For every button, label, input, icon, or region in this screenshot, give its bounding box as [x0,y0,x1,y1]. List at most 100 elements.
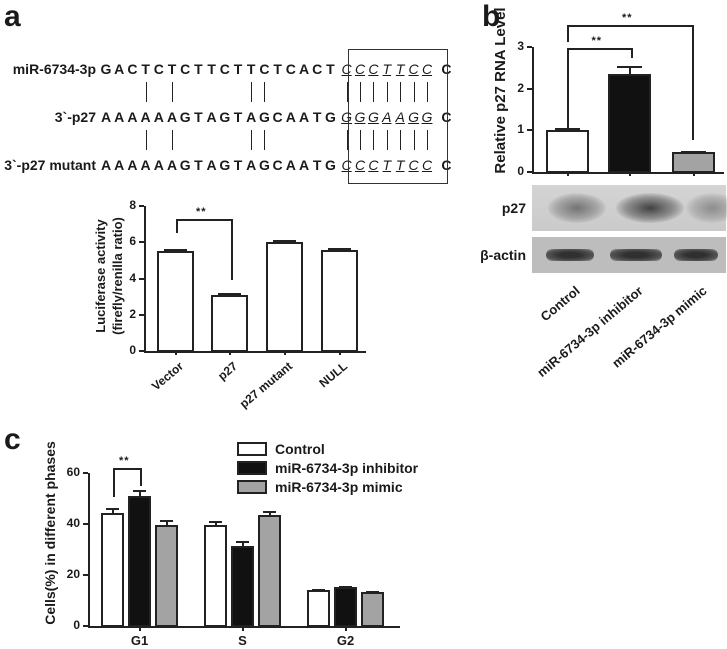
seed-nucleotide: C [341,157,352,173]
seed-nucleotide: G [354,109,366,125]
seed-nucleotide: T [382,61,392,77]
sig-bracket-top [176,219,232,221]
x-axis [532,172,724,174]
panel-c-label: c [4,423,21,456]
x-tick-label: S [238,633,247,648]
nucleotide: T [194,61,203,77]
y-axis-label: Luciferase activity (firefly/renilla rati… [92,206,126,346]
seed-pair-line [373,130,375,150]
nucleotide: A [246,109,257,125]
nucleotide-tail: C [441,61,452,77]
panel-b-label: b [482,0,501,33]
bar-p27 [211,294,248,352]
seed-pair-line [400,82,402,102]
nucleotide: A [298,109,310,125]
seed-pair-line [400,130,402,150]
nucleotide: G [258,109,270,125]
nucleotide: A [246,157,257,173]
seed-nucleotide: T [395,61,405,77]
sig-bracket-right [631,48,633,58]
sequence-row-label: 3`-p27 [54,109,96,125]
nucleotide: G [324,109,336,125]
seed-nucleotide: G [421,109,433,125]
sig-bracket-top [113,468,141,470]
panel-a-label: a [4,0,21,33]
band [674,249,718,261]
nucleotide: A [285,109,296,125]
bar-mir-6734-3p-mimic [672,152,715,173]
seed-pair-line [346,82,348,102]
legend-swatch [237,461,267,475]
y-tick [83,523,88,525]
nucleotide: T [312,109,322,125]
band [686,193,727,223]
nucleotide: T [273,61,282,77]
nucleotide: C [259,61,270,77]
bar-control [546,130,589,173]
y-tick-label: 2 [517,80,524,95]
nucleotide: A [166,157,178,173]
x-tick [175,351,177,355]
error-cap [262,511,277,514]
nucleotide: T [194,157,203,173]
sig-bracket-left [567,48,569,130]
nucleotide: A [127,109,138,125]
error-cap [365,590,380,593]
bar-p27-mutant [266,242,303,352]
legend-item: miR-6734-3p inhibitor [237,460,418,476]
nucleotide: G [219,157,231,173]
bar-s-mir-6734-3p-mimic [258,515,281,627]
sig-bracket-right [231,219,233,280]
seed-pair-line [413,82,415,102]
nucleotide: A [140,157,151,173]
seed-pair-line [427,130,428,150]
seed-nucleotide: T [395,157,405,173]
significance-marker: ** [591,35,603,47]
x-axis [144,351,366,353]
base-pair-line [145,130,147,150]
nucleotide: T [233,157,243,173]
x-axis [88,626,400,628]
nucleotide: A [114,109,125,125]
base-pair-line [251,130,253,150]
seed-nucleotide: G [408,109,420,125]
error-cap [159,519,174,522]
nucleotide: A [206,109,217,125]
sig-bracket-left [113,468,115,497]
bar-g2-control [307,590,330,627]
nucleotide: C [312,61,323,77]
seed-pair-line [386,82,388,102]
nucleotide: A [153,157,164,173]
nucleotide-tail: C [441,157,452,173]
nucleotide: A [100,157,112,173]
x-tick [138,626,141,631]
nucleotide: G [219,109,231,125]
error-bar [165,519,168,525]
y-tick [527,171,532,173]
band [610,249,662,261]
y-axis [532,47,534,172]
seed-pair-line [386,130,388,150]
y-tick [83,625,88,627]
y-tick [139,241,144,244]
error-bar [241,540,244,546]
sig-bracket-right [692,25,694,140]
seed-nucleotide: G [341,109,353,125]
y-tick [139,205,144,207]
seed-nucleotide: G [367,109,379,125]
nucleotide: C [153,61,164,77]
base-pair-line [251,82,253,102]
y-tick-label: 6 [129,234,136,249]
y-tick [527,129,532,132]
y-tick-label: 8 [129,198,136,212]
nucleotide: T [207,61,216,77]
nucleotide: A [153,109,164,125]
sig-bracket-right [140,468,142,486]
seed-nucleotide: C [341,61,352,77]
bar-s-control [204,525,227,627]
nucleotide: A [206,157,217,173]
nucleotide: T [233,61,243,77]
nucleotide: T [246,61,256,77]
nucleotide: C [180,61,191,77]
nucleotide: G [100,61,112,77]
